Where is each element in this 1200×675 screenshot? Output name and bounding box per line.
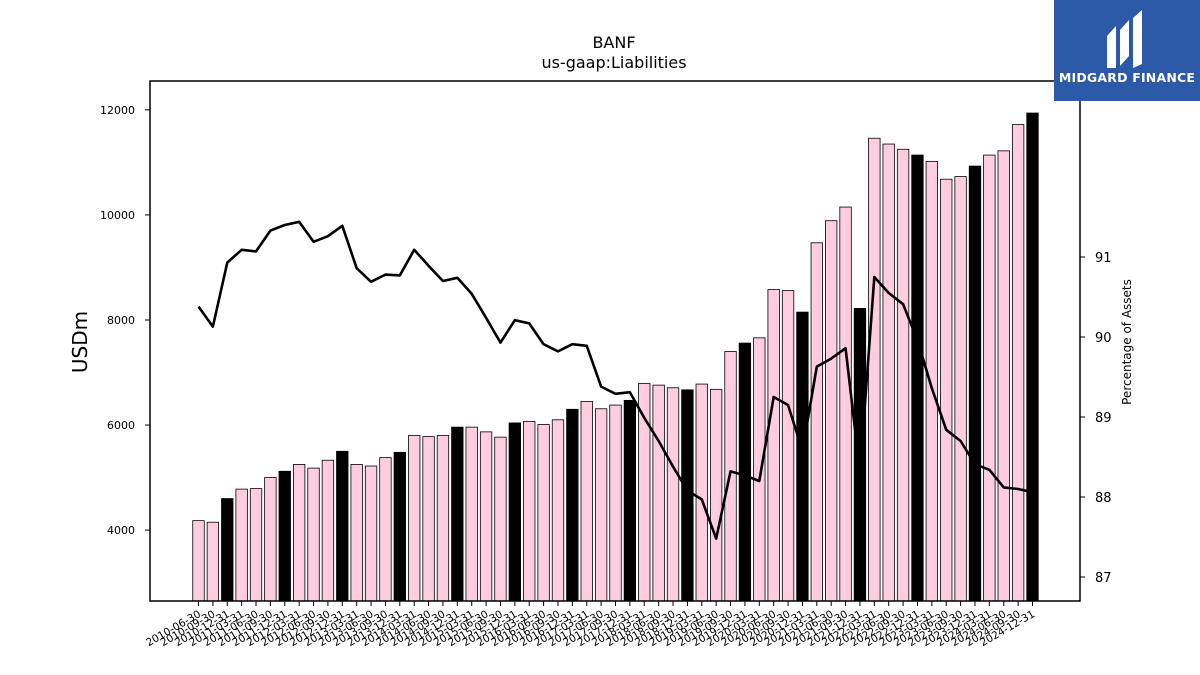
y2-axis-label: Percentage of Assets bbox=[1120, 279, 1134, 405]
y-tick-label: 12000 bbox=[100, 104, 135, 117]
bar bbox=[767, 289, 780, 602]
bar bbox=[623, 399, 637, 602]
bar bbox=[968, 165, 982, 602]
bar bbox=[997, 150, 1010, 602]
bar bbox=[882, 143, 895, 602]
brand-name: MIDGARD FINANCE bbox=[1058, 70, 1196, 85]
bar bbox=[896, 148, 910, 602]
bar bbox=[221, 498, 234, 602]
bar bbox=[508, 422, 521, 602]
bar bbox=[364, 465, 378, 602]
bar bbox=[393, 451, 406, 602]
bar bbox=[911, 154, 924, 602]
bar bbox=[609, 404, 622, 602]
percentage-line bbox=[197, 220, 1033, 540]
line-series bbox=[197, 220, 1033, 540]
chart-subtitle: us-gaap:Liabilities bbox=[541, 53, 686, 72]
y2-tick-label: 90 bbox=[1095, 331, 1112, 346]
y2-tick-label: 89 bbox=[1095, 411, 1112, 426]
bar bbox=[451, 426, 464, 602]
bar bbox=[192, 520, 205, 602]
bar bbox=[408, 435, 421, 602]
bar bbox=[235, 488, 248, 602]
bar-series bbox=[192, 112, 1039, 602]
bar bbox=[249, 488, 263, 602]
bar bbox=[278, 470, 291, 602]
y2-axis-ticks: 87 88 89 90 91 bbox=[1080, 251, 1112, 586]
bar bbox=[810, 242, 823, 602]
bar bbox=[551, 419, 565, 602]
bar bbox=[839, 206, 852, 602]
brand-logo: MIDGARD FINANCE bbox=[1054, 0, 1200, 101]
bar bbox=[695, 383, 708, 602]
bar bbox=[983, 154, 996, 602]
bar bbox=[523, 420, 536, 602]
bar bbox=[710, 388, 723, 602]
bar bbox=[796, 311, 809, 602]
bar bbox=[925, 160, 938, 602]
bar bbox=[753, 337, 766, 602]
bar bbox=[580, 400, 593, 602]
bar bbox=[537, 424, 550, 602]
bar bbox=[321, 459, 335, 602]
midgard-logo-icon bbox=[1107, 10, 1142, 68]
bar bbox=[566, 408, 579, 602]
y2-tick-label: 91 bbox=[1095, 251, 1112, 266]
bar bbox=[264, 477, 277, 602]
bar bbox=[940, 178, 953, 602]
bar bbox=[1026, 112, 1039, 602]
y-tick-label: 4000 bbox=[107, 524, 135, 537]
bar bbox=[781, 290, 795, 602]
bar bbox=[494, 436, 507, 602]
bar bbox=[350, 464, 363, 602]
bar bbox=[954, 176, 967, 602]
plot-frame bbox=[149, 80, 1081, 602]
bar bbox=[436, 435, 450, 602]
bar bbox=[666, 387, 680, 602]
y2-tick-label: 88 bbox=[1095, 491, 1112, 506]
bar bbox=[825, 220, 838, 602]
bar bbox=[868, 137, 881, 602]
bar bbox=[594, 408, 608, 602]
y-tick-label: 8000 bbox=[107, 314, 135, 327]
bar bbox=[1011, 124, 1025, 602]
y2-tick-label: 87 bbox=[1095, 571, 1112, 586]
bar bbox=[422, 436, 435, 602]
bar bbox=[379, 457, 392, 602]
y-tick-label: 6000 bbox=[107, 419, 135, 432]
bar bbox=[206, 521, 220, 602]
bar bbox=[292, 464, 306, 602]
bar bbox=[479, 431, 493, 602]
y-tick-label: 10000 bbox=[100, 209, 135, 222]
chart-title: BANF bbox=[592, 33, 635, 52]
bar bbox=[336, 450, 349, 602]
bar bbox=[307, 467, 320, 602]
bar bbox=[681, 389, 694, 602]
bar bbox=[738, 342, 752, 602]
bar bbox=[652, 384, 665, 602]
x-axis-ticks: 2010-06-302010-09-302010-12-312011-03-31… bbox=[144, 601, 1037, 649]
y-axis-label: USDm bbox=[68, 311, 92, 373]
bar bbox=[465, 426, 478, 602]
y-axis-ticks: 4000 6000 8000 10000 12000 bbox=[100, 104, 150, 537]
